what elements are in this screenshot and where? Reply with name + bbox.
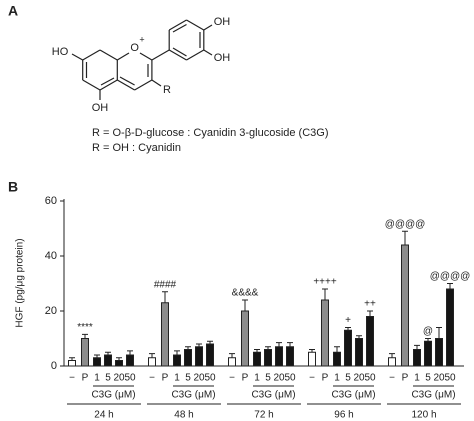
panel-label: B (8, 179, 18, 195)
bar (286, 346, 294, 367)
bar-label: − (309, 373, 315, 384)
bar (424, 340, 432, 367)
bar-label: P (162, 373, 169, 384)
definition: R = O-β-D-glucose : Cyanidin 3-glucoside… (92, 127, 329, 139)
bar-label: 20 (273, 373, 285, 384)
significance-label: ++++ (313, 277, 337, 288)
y-tick-label: 60 (45, 195, 57, 207)
dose-label: C3G (μM) (331, 390, 375, 401)
bar (104, 354, 112, 367)
bar (253, 351, 261, 367)
bar-label: − (69, 373, 75, 384)
x-tick-label: 120 h (411, 410, 436, 421)
bar (264, 349, 272, 367)
significance-label: @ (423, 326, 433, 337)
atom-label: OH (214, 52, 231, 64)
atom-label: HO (52, 46, 69, 58)
significance-label: **** (77, 322, 93, 333)
atom-label: OH (92, 102, 109, 114)
y-axis-label: HGF (pg/μg protein) (15, 238, 26, 327)
bar-label: 5 (425, 373, 431, 384)
bar (333, 351, 341, 367)
bar-label: − (229, 373, 235, 384)
bar (355, 338, 363, 367)
bar-label: 50 (124, 373, 136, 384)
bar (228, 357, 236, 367)
bar-label: 20 (113, 373, 125, 384)
bar (81, 338, 89, 367)
significance-label: @@@@ (430, 271, 471, 282)
bar (206, 343, 214, 367)
bar (446, 288, 454, 367)
bar (241, 310, 249, 367)
chemical-structure (71, 19, 213, 100)
bar-label: 1 (94, 373, 100, 384)
bar-label: P (242, 373, 249, 384)
bar-label: P (402, 373, 409, 384)
bar (195, 346, 203, 367)
bar-label: 1 (334, 373, 340, 384)
bar-label: 1 (254, 373, 260, 384)
bar (366, 316, 374, 367)
dose-label: C3G (μM) (411, 390, 455, 401)
bar (413, 349, 421, 367)
charge: + (139, 34, 144, 44)
y-tick-label: 40 (45, 250, 57, 262)
bar (308, 351, 316, 367)
bar (148, 357, 156, 367)
bar (173, 354, 181, 367)
bar-label: 1 (174, 373, 180, 384)
x-tick-label: 72 h (254, 410, 273, 421)
bar (275, 346, 283, 367)
bar-label: 5 (345, 373, 351, 384)
dose-label: C3G (μM) (251, 390, 295, 401)
bar (184, 349, 192, 367)
significance-label: ++ (364, 299, 376, 310)
bar-label: − (389, 373, 395, 384)
bar (68, 360, 76, 367)
bar (435, 338, 443, 367)
x-tick-label: 96 h (334, 410, 353, 421)
bar-label: − (149, 373, 155, 384)
bar-label: 1 (414, 373, 420, 384)
bar (93, 357, 101, 367)
bar-label: 50 (204, 373, 216, 384)
bar (126, 354, 134, 367)
bar-label: 20 (353, 373, 365, 384)
bar (344, 329, 352, 367)
significance-label: #### (154, 279, 177, 290)
x-tick-label: 24 h (94, 410, 113, 421)
bar-label: P (322, 373, 329, 384)
significance-label: @@@@ (385, 219, 426, 230)
atom-label: R (163, 84, 171, 96)
atom-label: O (130, 42, 139, 54)
bar-label: 20 (193, 373, 205, 384)
bar-label: 5 (185, 373, 191, 384)
atom-label: OH (214, 16, 231, 28)
bar-label: 50 (284, 373, 296, 384)
bar-label: 20 (433, 373, 445, 384)
bar (401, 244, 409, 367)
bar-label: 5 (265, 373, 271, 384)
bar (388, 357, 396, 367)
dose-label: C3G (μM) (91, 390, 135, 401)
panel-label: A (8, 3, 18, 19)
bar-label: P (82, 373, 89, 384)
x-tick-label: 48 h (174, 410, 193, 421)
bar-label: 50 (364, 373, 376, 384)
y-tick-label: 0 (51, 360, 57, 372)
dose-label: C3G (μM) (171, 390, 215, 401)
bar (321, 299, 329, 367)
significance-label: + (345, 315, 351, 326)
bar (161, 302, 169, 367)
significance-label: &&&& (232, 288, 259, 299)
bar-label: 50 (444, 373, 456, 384)
bar-label: 5 (105, 373, 111, 384)
bar (115, 360, 123, 367)
definition: R = OH : Cyanidin (92, 142, 181, 154)
y-tick-label: 20 (45, 305, 57, 317)
